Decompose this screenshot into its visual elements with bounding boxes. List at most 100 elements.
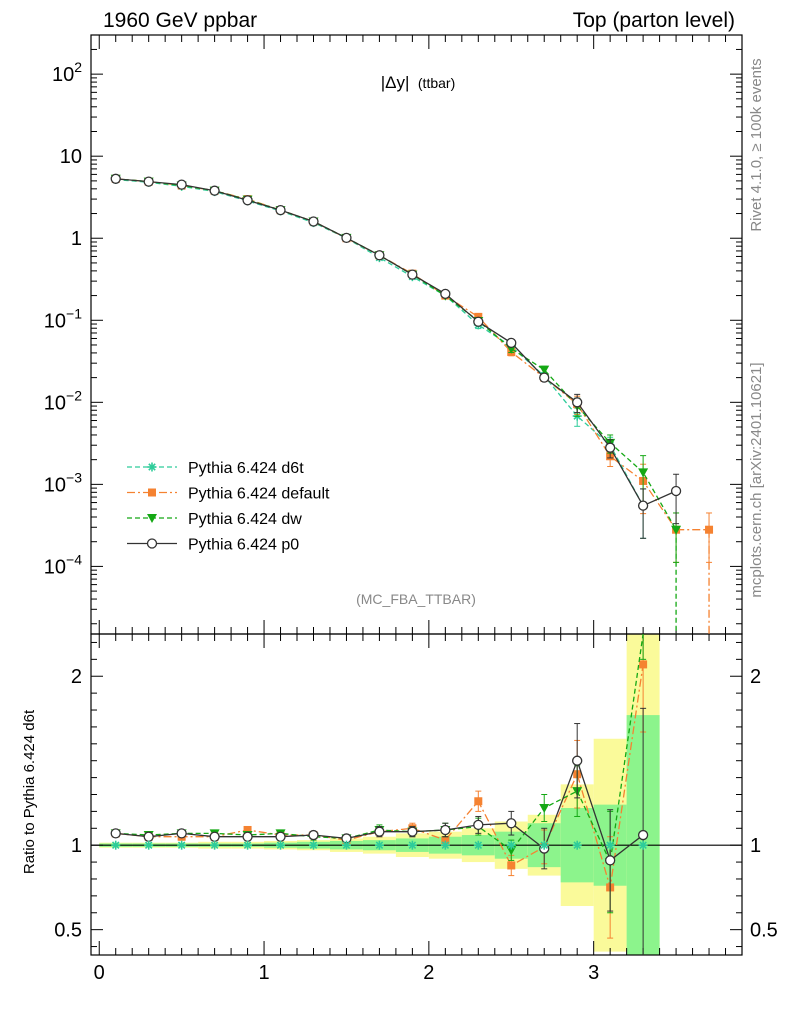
star-stroke [606,841,614,849]
star-stroke [144,841,153,849]
header-right: Top (parton level) [573,9,735,32]
header-left: 1960 GeV ppbar [103,9,257,32]
legend-label-dw: Pythia 6.424 dw [188,511,302,528]
star-stroke [210,841,219,849]
ratio-y-axis-label: Ratio to Pythia 6.424 d6t [21,709,38,874]
data-point-p0 [209,185,220,196]
plot-title: |Δy| (ttbar) [381,73,455,92]
ratio-point-d6t [276,840,286,850]
ratio-point-d6t [638,840,648,850]
series-line-dw [115,178,677,531]
plot-title-sub: (ttbar) [418,75,455,91]
star-stroke [540,841,548,849]
ratio-y-tick-label: 0.5 [54,920,82,942]
tick-exponent: 2 [74,59,82,75]
ratio-point-p0 [473,819,484,831]
tick-exponent: −3 [66,469,82,485]
ratio-point-p0 [176,828,187,839]
ratio-point-p0 [572,755,583,766]
legend-marker-dw [147,514,157,523]
ratio-point-p0 [407,826,418,837]
series-d6t [111,174,648,539]
ratio-point-d6t [506,840,516,850]
ratio-point-p0 [506,818,517,829]
ratio-point-d6t [177,840,187,850]
legend-marker-d6t [147,462,157,472]
ratio-point-p0 [143,831,154,842]
ratio-point-default [639,660,648,669]
data-point-p0 [341,232,352,244]
data-point-p0 [407,269,418,280]
ratio-y-tick-label: 2 [71,666,82,688]
main-y-tick-label: 102 [52,59,82,86]
ratio-point-d6t [473,840,483,850]
legend: Pythia 6.424 d6t Pythia 6.424 default Pyth… [127,460,330,554]
tick-exponent: −2 [66,387,82,403]
main-y-tick-label: 10−3 [44,469,82,496]
star-stroke [408,841,417,849]
ratio-point-d6t [144,840,154,850]
ratio-point-default [474,797,483,806]
ratio-point-d6t [605,840,615,850]
ratio-point-d6t [308,840,318,850]
series-dw [110,174,682,563]
ratio-y-tick-label: 1 [71,835,82,857]
ratio-point-d6t [440,840,450,850]
data-point-dw [638,468,649,478]
series-p0 [110,173,682,539]
data-point-p0 [637,500,649,511]
ratio-point-d6t [341,840,351,850]
tick-exponent: −4 [66,551,82,567]
data-point-dw [539,365,550,375]
x-tick-label: 1 [258,962,269,984]
star-stroke [375,841,384,849]
ratio-point-p0 [440,824,451,836]
ratio-plot-series [110,633,649,955]
legend-label-p0: Pythia 6.424 p0 [188,537,299,554]
data-point-p0 [440,288,451,299]
plot-title-main: |Δy| [381,73,410,92]
ratio-point-default [507,861,516,870]
axes: 102 10 1 10−1 10−2 10−3 10−4 0 1 2 3 0.5 0.5 1 1 2 2 [44,34,778,984]
star-stroke [573,841,581,849]
legend-label-d6t: Pythia 6.424 d6t [188,460,304,477]
star-stroke [441,841,450,849]
data-point-p0 [473,316,484,327]
ratio-point-d6t [374,840,384,850]
analysis-watermark: (MC_FBA_TTBAR) [356,591,476,607]
ratio-y-tick-label-right: 0.5 [750,920,778,942]
data-point-p0 [242,195,253,206]
ratio-point-p0 [308,829,319,841]
legend-marker-default [148,488,156,497]
data-point-p0 [176,179,187,190]
main-y-tick-label: 1 [71,228,82,250]
data-point-p0 [275,204,286,216]
x-tick-label: 0 [94,962,105,984]
ratio-series-p0 [110,707,649,955]
star-stroke [243,841,252,849]
star-stroke [276,841,285,849]
legend-label-default: Pythia 6.424 default [188,486,330,503]
ratio-point-d6t [111,840,121,850]
rivet-label: Rivet 4.1.0, ≥ 100k events [748,58,765,231]
ratio-point-d6t [243,840,253,850]
mcplots-label: mcplots.cern.ch [arXiv:2401.10621] [748,362,765,597]
series-default [111,174,714,563]
main-y-tick-label: 10−1 [44,305,82,332]
ratio-point-p0 [605,855,616,866]
series-line-d6t [115,178,644,507]
data-point-p0 [572,397,583,408]
data-point-p0 [670,485,682,497]
main-y-tick-label: 10−4 [44,551,82,578]
ratio-point-p0 [209,831,220,842]
main-plot-series [110,173,714,634]
star-stroke [309,841,318,849]
star-stroke [342,841,351,849]
data-point-p0 [308,216,319,227]
ratio-point-default [243,825,252,834]
ratio-point-d6t [539,840,549,850]
ratio-point-p0 [242,831,253,842]
star-stroke [474,841,483,849]
star-stroke [177,841,186,849]
series-line-p0 [115,178,677,507]
